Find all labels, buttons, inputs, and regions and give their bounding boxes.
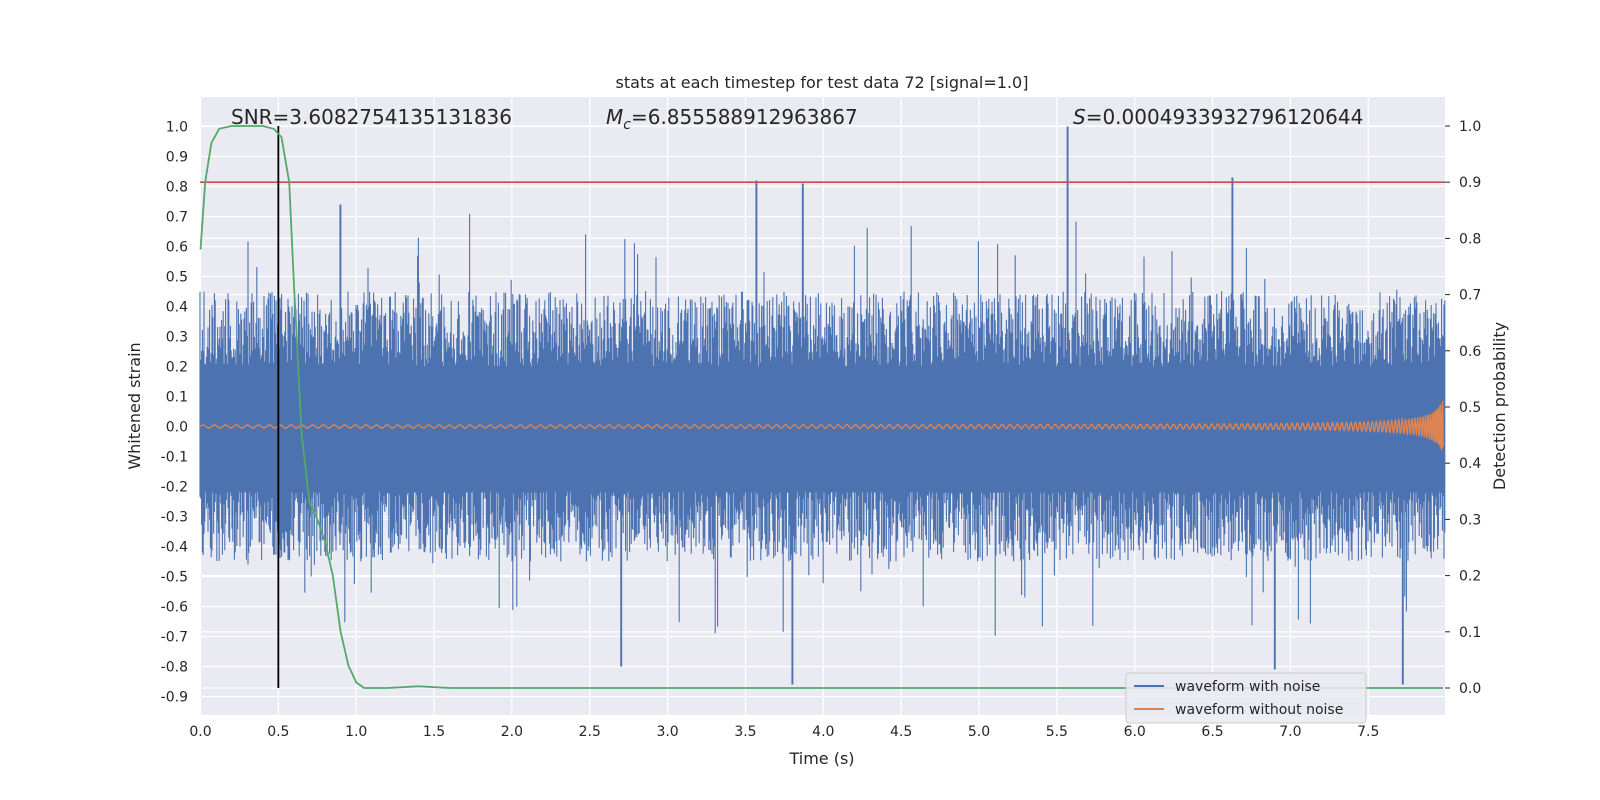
x-axis-label: Time (s) — [788, 749, 854, 768]
legend-entry-noise: waveform with noise — [1175, 679, 1320, 695]
legend-box — [1125, 672, 1367, 724]
y-tick-label: 0.5 — [166, 270, 188, 286]
y2-tick-label: 0.9 — [1459, 175, 1481, 191]
s-annotation: S=0.0004933932796120644 — [1073, 105, 1363, 129]
y-tick-label: 0.4 — [166, 300, 188, 316]
y-tick-label: -0.6 — [161, 600, 188, 616]
y2-tick-label: 0.3 — [1459, 512, 1481, 528]
y-tick-label: -0.1 — [161, 450, 188, 466]
y2-tick-label: 0.7 — [1459, 288, 1481, 304]
x-tick-label: 6.5 — [1201, 724, 1223, 740]
y-tick-label: -0.8 — [161, 660, 188, 676]
y2-tick-label: 0.2 — [1459, 569, 1481, 585]
y-tick-label: 0.2 — [166, 360, 188, 376]
y-tick-label: -0.7 — [161, 630, 188, 646]
chirp-mass-symbol: M — [606, 105, 623, 129]
clean-trace — [200, 400, 1444, 450]
x-tick-label: 1.5 — [423, 724, 445, 740]
y-tick-label: -0.4 — [161, 540, 188, 556]
y2-axis-ticks: 1.0 0.9 0.8 0.7 0.6 0.5 0.4 0.3 0.2 0.1 0.0 — [1445, 119, 1481, 697]
x-tick-label: 3.5 — [734, 724, 756, 740]
y2-axis-label: Detection probability — [1490, 322, 1509, 490]
detection-probability-line — [199, 125, 1443, 689]
y-tick-label: -0.2 — [161, 480, 188, 496]
x-tick-label: 2.0 — [501, 724, 523, 740]
x-axis-ticks: 0.0 0.5 1.0 1.5 2.0 2.5 3.0 3.5 4.0 4.5 5.0 5.5 6.0 6… — [189, 724, 1379, 740]
y-axis-ticks: 1.0 0.9 0.8 0.7 0.6 0.5 0.4 0.3 0.2 0.1 0.0 -0.1 -0.… — [161, 120, 188, 706]
s-value: =0.0004933932796120644 — [1086, 105, 1364, 129]
y-tick-label: 0.3 — [166, 330, 188, 346]
y-tick-label: -0.3 — [161, 510, 188, 526]
y2-tick-label: 0.5 — [1459, 400, 1481, 416]
x-tick-label: 6.0 — [1124, 724, 1146, 740]
noise-core — [200, 369, 1445, 493]
y2-tick-label: 1.0 — [1459, 119, 1481, 135]
y-tick-label: -0.9 — [161, 690, 188, 706]
y-tick-label: 0.1 — [166, 390, 188, 406]
x-tick-label: 4.0 — [812, 724, 834, 740]
s-symbol: S — [1073, 105, 1086, 129]
series-waveform-with-noise — [199, 126, 1446, 685]
y2-tick-label: 0.4 — [1459, 456, 1481, 472]
y2-tick-label: 0.8 — [1459, 231, 1481, 247]
y2-tick-label: 0.0 — [1459, 681, 1481, 697]
x-tick-label: 5.0 — [968, 724, 990, 740]
y-tick-label: 0.8 — [166, 180, 188, 196]
x-tick-label: 5.5 — [1046, 724, 1068, 740]
y-tick-label: 0.7 — [166, 210, 188, 226]
x-tick-label: 3.0 — [656, 724, 678, 740]
y-tick-label: 0.6 — [166, 240, 188, 256]
chirp-mass-value: =6.855588912963867 — [631, 105, 858, 129]
chart-title: stats at each timestep for test data 72 … — [616, 73, 1029, 92]
y2-tick-label: 0.1 — [1459, 625, 1481, 641]
x-tick-label: 0.5 — [267, 724, 289, 740]
x-tick-label: 7.0 — [1279, 724, 1301, 740]
snr-annotation: SNR=3.6082754135131836 — [231, 105, 512, 129]
y-tick-label: 0.0 — [166, 420, 188, 436]
x-tick-label: 2.5 — [579, 724, 601, 740]
y2-tick-label: 0.6 — [1459, 344, 1481, 360]
x-tick-label: 4.5 — [890, 724, 912, 740]
chirp-mass-subscript: c — [623, 117, 631, 133]
y-tick-label: 1.0 — [166, 120, 188, 136]
x-tick-label: 0.0 — [189, 724, 211, 740]
y-tick-label: 0.9 — [166, 150, 188, 166]
x-tick-label: 7.5 — [1357, 724, 1379, 740]
series-waveform-without-noise — [200, 400, 1444, 450]
y-tick-label: -0.5 — [161, 570, 188, 586]
legend-entry-clean: waveform without noise — [1175, 702, 1343, 718]
x-tick-label: 1.0 — [345, 724, 367, 740]
chirp-mass-annotation: Mc=6.855588912963867 — [606, 105, 858, 133]
y-axis-label: Whitened strain — [125, 342, 144, 469]
overlay — [199, 125, 1445, 689]
legend: waveform with noise waveform without noi… — [1125, 672, 1367, 724]
